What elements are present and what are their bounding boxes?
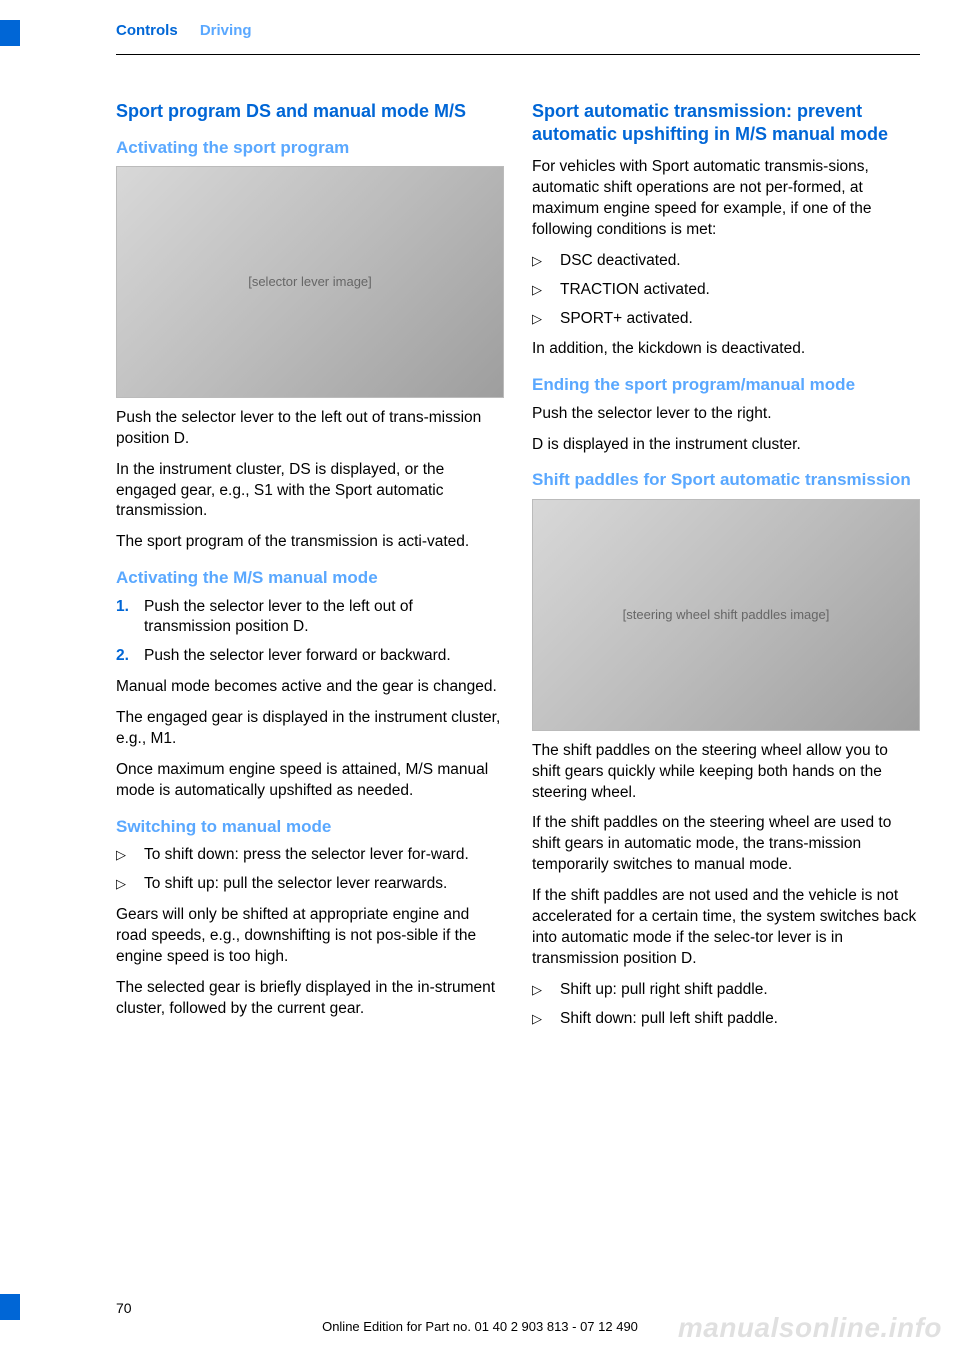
section-title: Sport program DS and manual mode M/S [116,100,504,123]
figure-alt: [selector lever image] [248,273,372,291]
body-text: The sport program of the transmission is… [116,532,504,553]
list-item: To shift down: press the selector lever … [116,845,504,866]
list-item: SPORT+ activated. [532,309,920,330]
left-column: Sport program DS and manual mode M/S Act… [116,100,504,1040]
bullet-list: DSC deactivated. TRACTION activated. SPO… [532,251,920,330]
list-text: TRACTION activated. [560,281,710,298]
body-text: If the shift paddles are not used and th… [532,886,920,970]
list-text: DSC deactivated. [560,252,681,269]
list-item: Shift up: pull right shift paddle. [532,980,920,1001]
figure-selector-lever: [selector lever image] [116,166,504,398]
header-section: Controls [116,22,178,39]
list-item: Shift down: pull left shift paddle. [532,1009,920,1030]
list-text: Shift up: pull right shift paddle. [560,981,768,998]
list-text: SPORT+ activated. [560,310,693,327]
list-text: Push the selector lever to the left out … [144,598,413,636]
list-text: Push the selector lever forward or backw… [144,647,451,664]
footer-accent-bar [0,1294,20,1320]
header-accent-bar [0,20,20,46]
body-text: D is displayed in the instrument cluster… [532,435,920,456]
subsection-title: Activating the M/S manual mode [116,567,504,588]
list-item: To shift up: pull the selector lever rea… [116,874,504,895]
subsection-title: Shift paddles for Sport automatic transm… [532,469,920,490]
subsection-title: Switching to manual mode [116,816,504,837]
header-rule [116,54,920,55]
body-text: In addition, the kickdown is deactivated… [532,339,920,360]
bullet-list: To shift down: press the selector lever … [116,845,504,895]
body-text: For vehicles with Sport automatic transm… [532,157,920,241]
list-number: 2. [116,646,129,667]
subsection-title: Activating the sport program [116,137,504,158]
body-text: Gears will only be shifted at appropriat… [116,905,504,968]
ordered-list: 1. Push the selector lever to the left ou… [116,597,504,668]
list-item: DSC deactivated. [532,251,920,272]
page-header: Controls Driving [116,22,252,39]
list-number: 1. [116,597,129,618]
bullet-list: Shift up: pull right shift paddle. Shift… [532,980,920,1030]
body-text: The engaged gear is displayed in the ins… [116,708,504,750]
watermark: manualsonline.info [678,1312,942,1344]
figure-alt: [steering wheel shift paddles image] [623,606,830,624]
list-item: 2. Push the selector lever forward or bac… [116,646,504,667]
body-text: The shift paddles on the steering wheel … [532,741,920,804]
section-title: Sport automatic transmission: prevent au… [532,100,920,145]
body-text: Once maximum engine speed is attained, M… [116,760,504,802]
list-item: 1. Push the selector lever to the left ou… [116,597,504,639]
content-area: Sport program DS and manual mode M/S Act… [116,100,920,1040]
list-text: To shift up: pull the selector lever rea… [144,875,447,892]
figure-shift-paddles: [steering wheel shift paddles image] [532,499,920,731]
list-text: To shift down: press the selector lever … [144,846,469,863]
body-text: Push the selector lever to the left out … [116,408,504,450]
body-text: If the shift paddles on the steering whe… [532,813,920,876]
right-column: Sport automatic transmission: prevent au… [532,100,920,1040]
body-text: The selected gear is briefly displayed i… [116,978,504,1020]
header-subsection: Driving [200,22,252,39]
body-text: Push the selector lever to the right. [532,404,920,425]
list-item: TRACTION activated. [532,280,920,301]
page-number: 70 [116,1300,132,1316]
body-text: Manual mode becomes active and the gear … [116,677,504,698]
subsection-title: Ending the sport program/manual mode [532,374,920,395]
list-text: Shift down: pull left shift paddle. [560,1010,778,1027]
body-text: In the instrument cluster, DS is display… [116,460,504,523]
